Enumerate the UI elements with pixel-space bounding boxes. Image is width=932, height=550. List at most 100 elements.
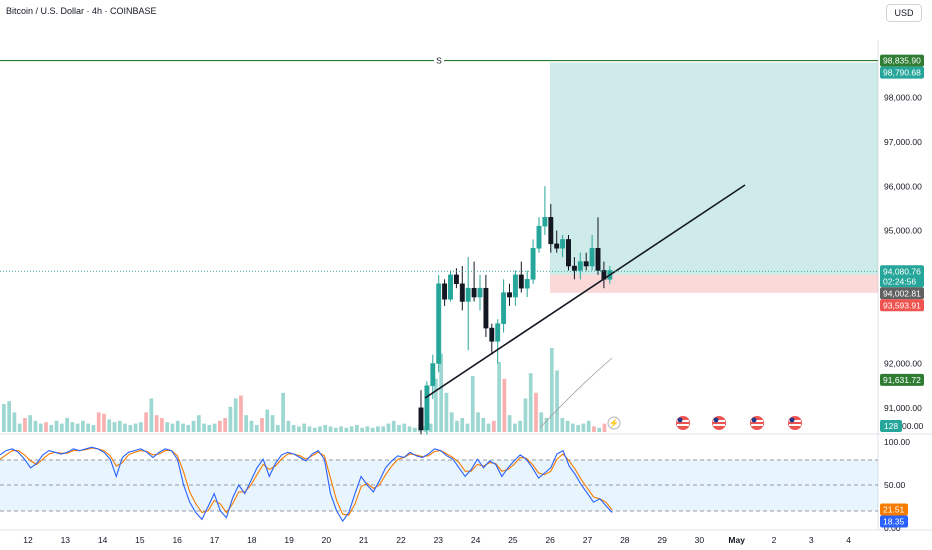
volume-bar [12, 412, 17, 432]
time-label: 28 [620, 535, 630, 545]
volume-bar [597, 427, 602, 432]
volume-bar [254, 425, 259, 432]
volume-bar [181, 423, 185, 432]
candle-body [418, 407, 424, 431]
long-position-tool[interactable] [550, 62, 878, 293]
volume-bar [323, 425, 328, 432]
volume-bar [144, 412, 148, 432]
volume-bar [397, 425, 401, 432]
price-badge [880, 287, 924, 300]
price-label: 92,000.00 [884, 359, 922, 369]
time-label: May [728, 535, 745, 545]
candle-body [442, 283, 448, 300]
target-zone[interactable] [550, 62, 878, 275]
volume-bar [560, 418, 565, 432]
time-label: 3 [809, 535, 814, 545]
volume-bar [44, 422, 48, 432]
volume-bar [281, 392, 285, 432]
volume-bar [33, 420, 38, 432]
candle-body [554, 243, 560, 249]
volume-bar [312, 427, 317, 432]
volume-bar [528, 373, 533, 432]
time-label: 13 [61, 535, 71, 545]
volume-bar [191, 420, 196, 432]
volume-bar [381, 426, 386, 432]
time-label: 19 [284, 535, 294, 545]
time-label: 21 [359, 535, 369, 545]
currency-button[interactable]: USD [886, 4, 922, 22]
rsi-axis: 100.00 50.00 0.00 [884, 437, 910, 533]
volume-bar [586, 420, 591, 432]
volume-bar [428, 423, 433, 432]
volume-bar [328, 426, 333, 432]
lightning-icon[interactable] [607, 416, 621, 430]
candle-body [430, 363, 436, 386]
volume-bar [370, 427, 375, 432]
volume-bar [439, 353, 444, 432]
volume-bar [307, 426, 312, 432]
candle-body [436, 283, 442, 364]
price-badge-text: 93,593.91 [883, 300, 921, 310]
volume-bar [507, 415, 512, 432]
volume-bar [23, 418, 27, 432]
candle-body [583, 261, 589, 267]
volume-bar [212, 423, 217, 432]
time-label: 14 [98, 535, 108, 545]
volume-bar [86, 423, 91, 432]
volume-bar [75, 423, 80, 432]
time-label: 18 [247, 535, 257, 545]
us-flag-icon[interactable] [788, 416, 802, 430]
time-label: 24 [471, 535, 481, 545]
volume-bar [518, 420, 523, 432]
level-marker[interactable]: S [434, 55, 444, 66]
volume-bar [54, 420, 59, 432]
volume-bar [123, 423, 127, 432]
us-flag-icon[interactable] [676, 416, 690, 430]
volume-bar [218, 420, 222, 432]
volume-bar [186, 425, 191, 432]
candle-body [465, 287, 471, 302]
volume-bar [170, 423, 175, 432]
volume-bar [549, 348, 554, 432]
us-flag-icon[interactable] [712, 416, 726, 430]
rsi-axis-label: 50.00 [884, 480, 906, 490]
volume-bar [17, 423, 22, 432]
volume-bar [70, 422, 75, 432]
volume-bar [286, 420, 291, 432]
volume-bar [244, 415, 249, 432]
event-icons[interactable]: ⚡ [607, 416, 802, 430]
volume-bar [233, 398, 238, 432]
volume-bar [571, 423, 575, 432]
candle-body [571, 265, 577, 271]
volume-bar [302, 423, 307, 432]
price-badge [880, 299, 924, 312]
volume-bar [28, 415, 33, 432]
price-label: 91,000.00 [884, 403, 922, 413]
volume-bar [412, 427, 417, 432]
stop-zone[interactable] [550, 274, 878, 293]
svg-text:128: 128 [884, 421, 898, 431]
time-label: 20 [322, 535, 332, 545]
volume-bar [128, 425, 133, 432]
volume-bar [555, 370, 559, 432]
trendline[interactable] [424, 184, 746, 399]
us-flag-icon[interactable] [750, 416, 764, 430]
rsi-badge-text: 18.35 [883, 517, 905, 527]
volume-bar [81, 420, 85, 432]
volume-bar [534, 392, 538, 432]
candle-body [524, 279, 530, 289]
candle-body [448, 274, 453, 300]
volume-bar [117, 420, 122, 432]
svg-text:⚡: ⚡ [609, 418, 620, 429]
volume-bar [344, 427, 349, 432]
time-label: 27 [583, 535, 593, 545]
time-label: 26 [545, 535, 555, 545]
volume-histogram [2, 348, 607, 432]
volume-bar [407, 426, 412, 432]
volume-bar [96, 412, 101, 432]
time-label: 17 [210, 535, 220, 545]
svg-text:S: S [436, 56, 442, 66]
volume-bar [491, 420, 496, 432]
